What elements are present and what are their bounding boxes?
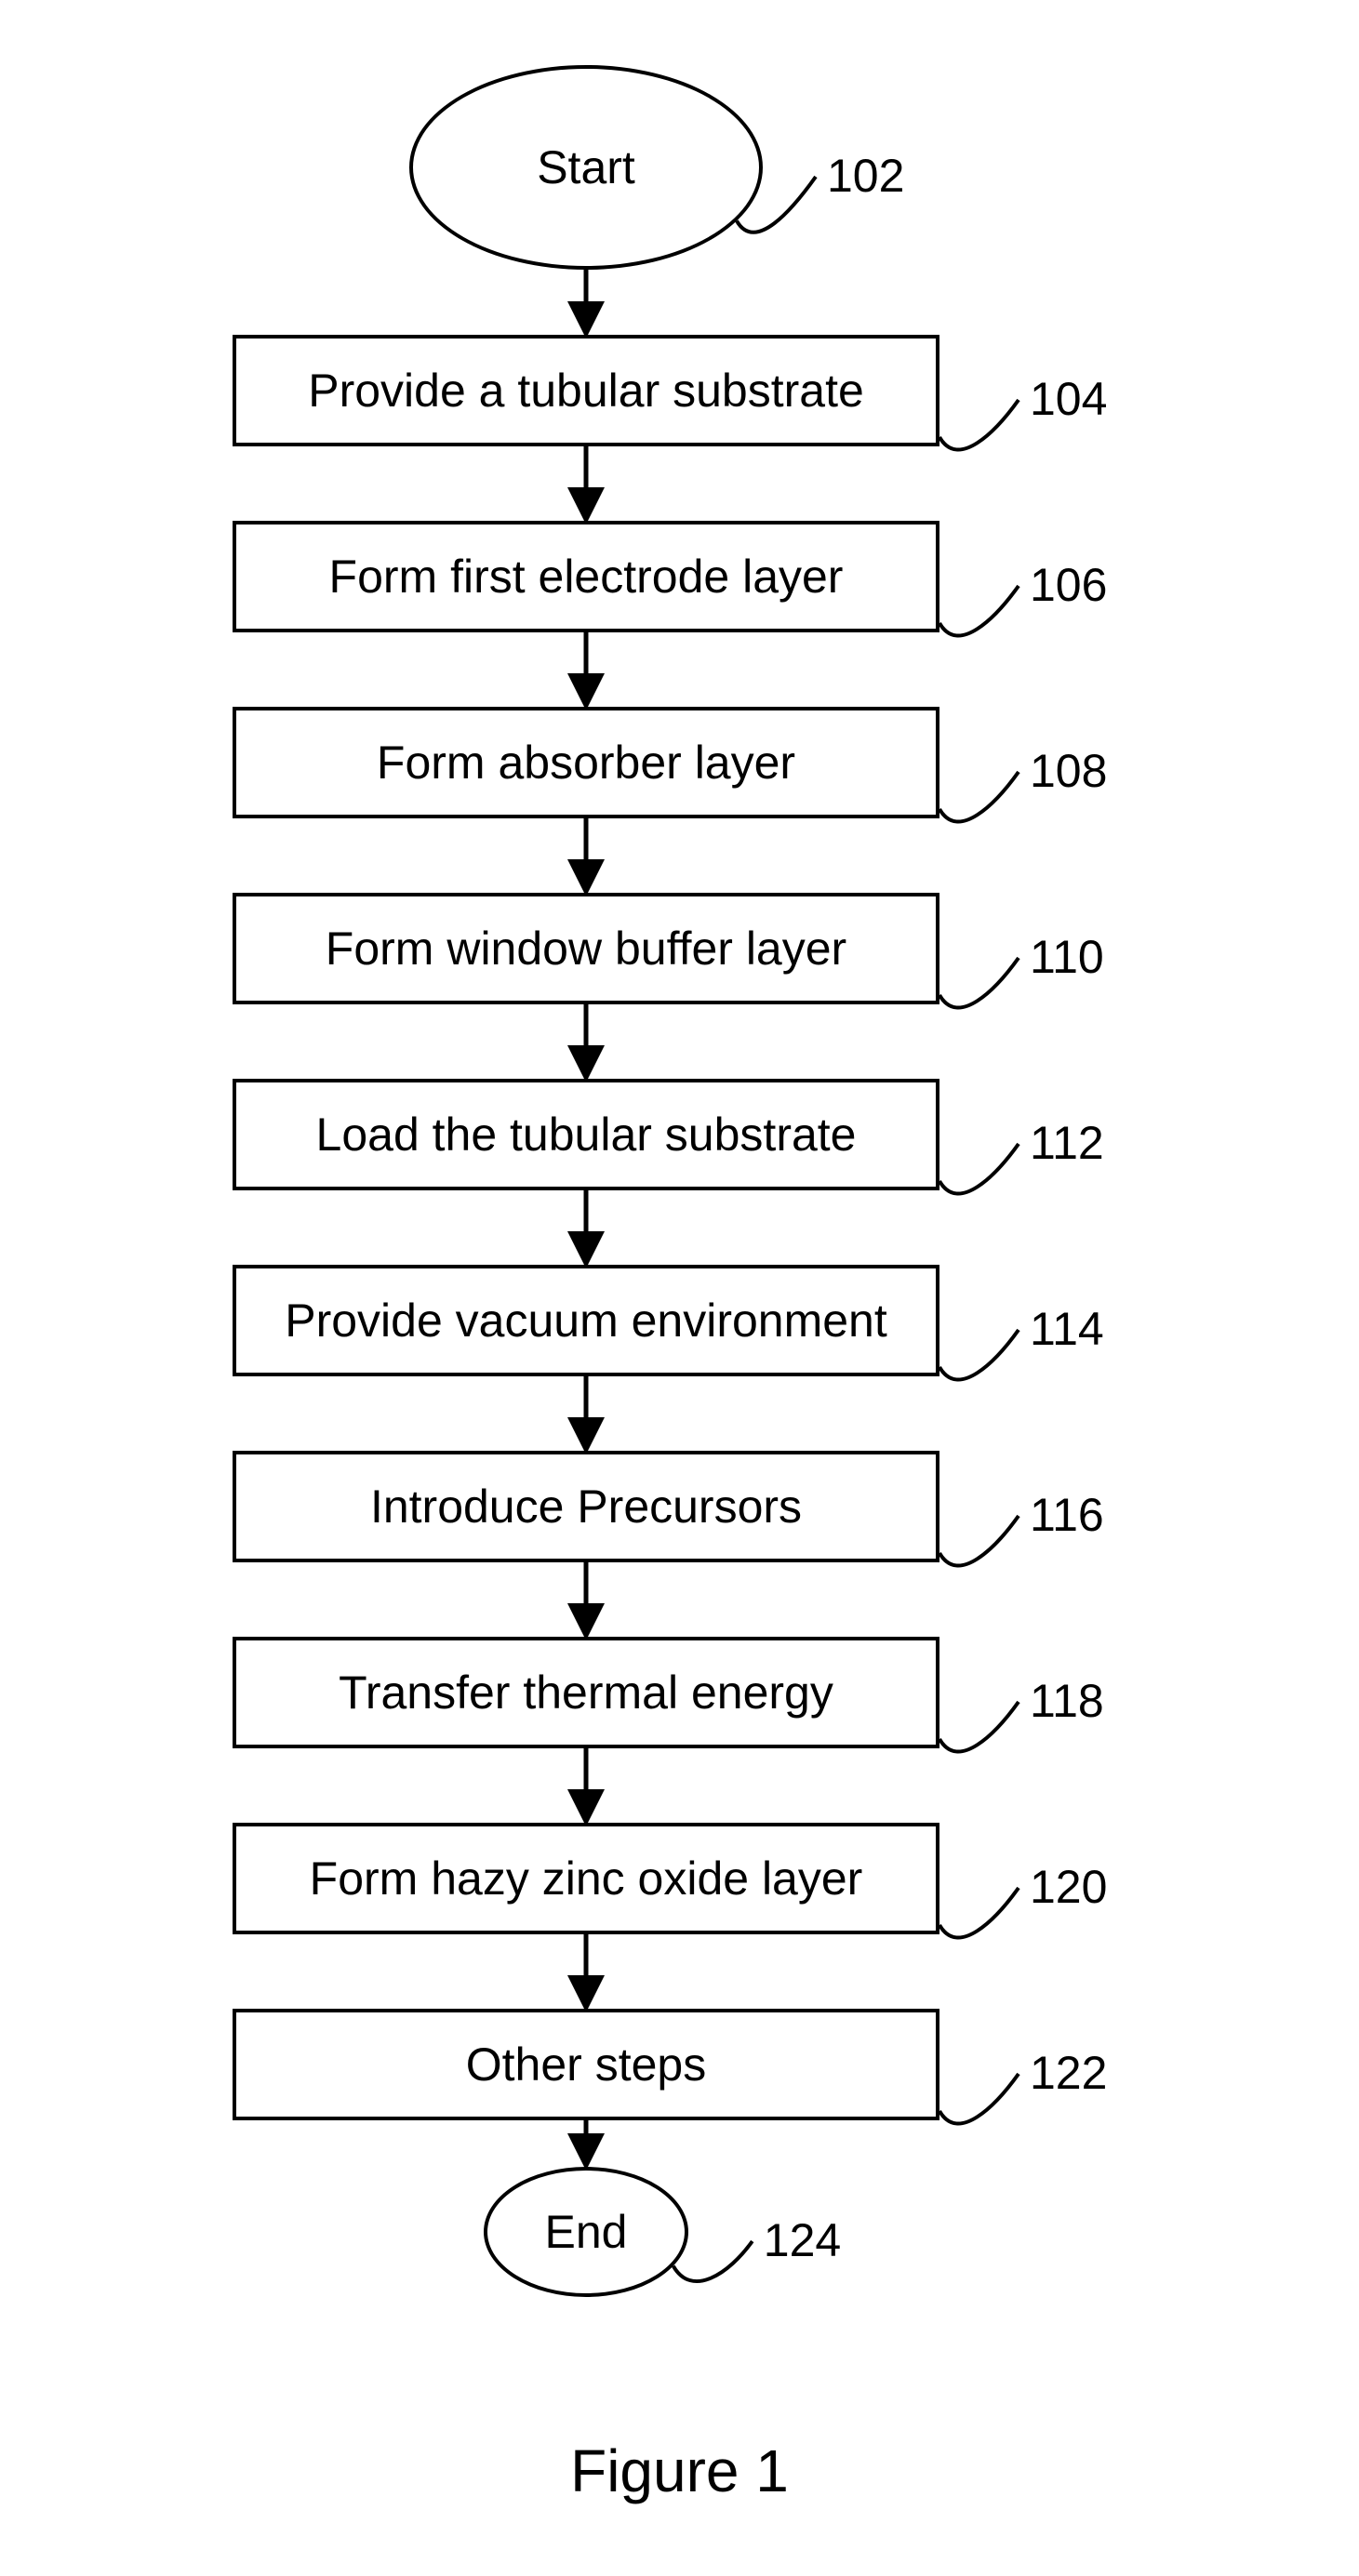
ref-label-120: 120 (1030, 1860, 1107, 1914)
flow-node-label: End (545, 2205, 628, 2259)
flow-node-label: Other steps (466, 2038, 706, 2091)
flow-node-label: Form window buffer layer (326, 922, 846, 976)
flow-node-label: Provide vacuum environment (285, 1294, 887, 1348)
flow-node-start: Start (409, 65, 763, 270)
ref-label-106: 106 (1030, 558, 1107, 612)
flow-node-s10: Other steps (233, 2009, 939, 2120)
flow-node-label: Form absorber layer (377, 736, 795, 790)
ref-label-102: 102 (827, 149, 904, 203)
ref-label-104: 104 (1030, 372, 1107, 426)
ref-label-122: 122 (1030, 2046, 1107, 2100)
flow-node-label: Load the tubular substrate (316, 1108, 857, 1162)
flow-node-label: Form first electrode layer (329, 550, 844, 604)
flow-node-s7: Introduce Precursors (233, 1451, 939, 1562)
flow-node-label: Provide a tubular substrate (308, 364, 864, 418)
ref-label-118: 118 (1030, 1674, 1104, 1728)
flow-node-s1: Provide a tubular substrate (233, 335, 939, 446)
ref-label-110: 110 (1030, 930, 1104, 984)
flowchart-canvas: Figure 1 Start Provide a tubular substrat… (0, 0, 1359, 2576)
flow-node-s2: Form first electrode layer (233, 521, 939, 632)
flow-node-end: End (484, 2167, 688, 2297)
flow-node-s3: Form absorber layer (233, 707, 939, 818)
flow-node-s9: Form hazy zinc oxide layer (233, 1823, 939, 1934)
flow-node-s8: Transfer thermal energy (233, 1637, 939, 1748)
ref-label-124: 124 (764, 2213, 841, 2267)
ref-label-108: 108 (1030, 744, 1107, 798)
ref-label-112: 112 (1030, 1116, 1104, 1170)
flow-node-label: Transfer thermal energy (339, 1666, 833, 1720)
flow-node-s4: Form window buffer layer (233, 893, 939, 1004)
figure-caption: Figure 1 (0, 2437, 1359, 2505)
flow-node-s5: Load the tubular substrate (233, 1079, 939, 1190)
flow-node-label: Form hazy zinc oxide layer (310, 1852, 863, 1905)
flow-node-s6: Provide vacuum environment (233, 1265, 939, 1376)
ref-label-114: 114 (1030, 1302, 1104, 1356)
ref-label-116: 116 (1030, 1488, 1104, 1542)
flow-node-label: Start (537, 140, 635, 194)
flow-node-label: Introduce Precursors (370, 1480, 802, 1534)
